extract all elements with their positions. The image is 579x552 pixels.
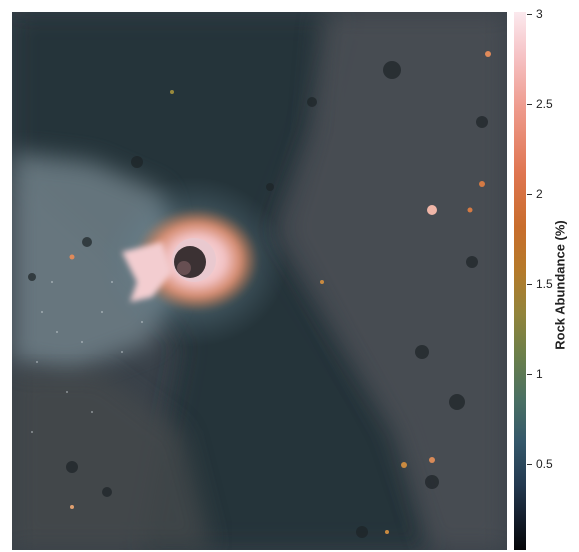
colorbar-tick-label: 2.5 <box>536 97 553 111</box>
colorbar-gradient <box>514 12 526 550</box>
small-craters <box>28 61 488 538</box>
colorbar-tick <box>527 194 532 195</box>
colorbar-title: Rock Abundance (%) <box>552 220 568 350</box>
colorbar-tick-label: 1 <box>536 367 543 381</box>
crater-floor <box>174 246 206 278</box>
colorbar-tick-label: 0.5 <box>536 457 553 471</box>
colorbar-tick-label: 3 <box>536 7 543 21</box>
colorbar-tick-label: 2 <box>536 187 543 201</box>
right-highland <box>282 12 507 550</box>
ejecta-lobe <box>122 242 172 302</box>
colorbar-tick <box>527 284 532 285</box>
map-image <box>12 12 507 550</box>
rock-abundance-map <box>12 12 507 550</box>
colorbar-tick <box>527 104 532 105</box>
colorbar-tick <box>527 374 532 375</box>
lower-highland <box>12 372 212 550</box>
colorbar-tick-label: 1.5 <box>536 277 553 291</box>
colorbar-tick <box>527 14 532 15</box>
rock-hotspots <box>69 51 491 534</box>
speckles <box>31 281 143 433</box>
colorbar-tick <box>527 464 532 465</box>
